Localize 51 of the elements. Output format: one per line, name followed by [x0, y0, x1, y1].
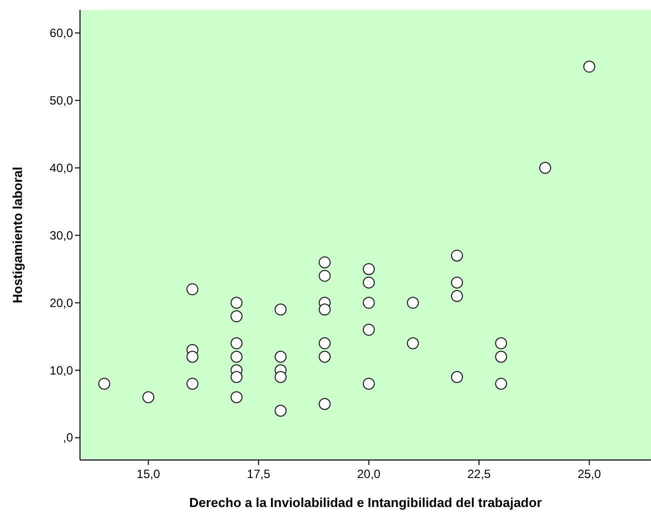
point — [318, 256, 331, 268]
point — [230, 296, 243, 309]
y-axis-title: Hostigamiento laboral — [10, 166, 25, 304]
point — [274, 304, 287, 316]
point — [450, 290, 463, 302]
point — [230, 350, 243, 363]
point — [318, 350, 331, 363]
point — [230, 371, 243, 384]
point — [495, 378, 508, 390]
point — [583, 60, 596, 73]
point — [362, 296, 375, 309]
point — [318, 398, 331, 410]
point — [362, 324, 375, 336]
point — [230, 337, 243, 350]
y-tick-label: 10,0 — [50, 363, 74, 378]
point — [230, 310, 243, 322]
x-tick-label: 17,5 — [246, 467, 271, 481]
y-tick-label: 20,0 — [50, 296, 74, 310]
y-tick-label: ,0 — [62, 430, 74, 445]
point — [318, 337, 331, 350]
y-tick-label: 40,0 — [50, 160, 74, 175]
point — [362, 378, 375, 390]
x-axis-title: Derecho a la Inviolabilidad e Intangibilidad del trabajador — [189, 495, 542, 510]
point — [142, 391, 154, 404]
point — [274, 404, 287, 417]
point — [362, 263, 375, 276]
point — [406, 337, 419, 350]
point — [318, 270, 331, 282]
point — [186, 378, 198, 390]
point — [274, 371, 287, 384]
point — [450, 371, 463, 384]
point — [495, 337, 508, 350]
point — [318, 304, 331, 316]
y-tick-label: 30,0 — [50, 228, 74, 242]
point — [186, 350, 198, 363]
point — [230, 391, 243, 404]
point — [186, 283, 198, 296]
point — [450, 250, 463, 262]
point — [539, 162, 552, 174]
point — [450, 276, 463, 289]
point — [362, 276, 375, 289]
x-tick-label: 25,0 — [578, 467, 602, 481]
x-tick-label: 22,5 — [467, 467, 492, 481]
y-tick-label: 50,0 — [50, 93, 74, 108]
point — [406, 296, 419, 309]
x-tick-label: 20,0 — [357, 467, 381, 481]
x-tick-label: 15,0 — [136, 467, 160, 481]
point — [274, 350, 287, 363]
point — [495, 350, 508, 363]
y-tick-label: 60,0 — [50, 26, 74, 40]
point — [98, 378, 110, 390]
